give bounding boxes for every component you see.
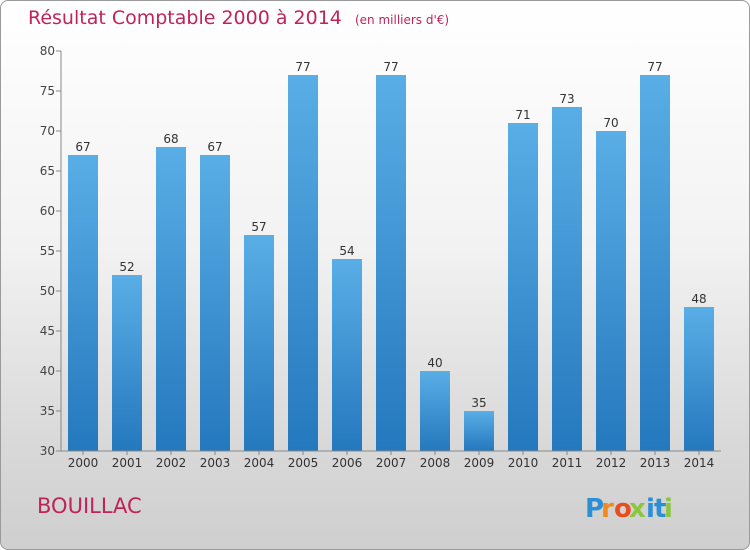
bar — [68, 155, 98, 451]
x-tick-label: 2008 — [420, 456, 451, 470]
bar — [552, 107, 582, 451]
logo-letter: P — [585, 494, 604, 524]
bar-value-label: 68 — [163, 132, 178, 146]
bar-value-label: 71 — [515, 108, 530, 122]
x-tick-label: 2006 — [332, 456, 363, 470]
bar-value-label: 48 — [691, 292, 706, 306]
y-tick-label: 35 — [40, 404, 55, 418]
bar-value-label: 70 — [603, 116, 618, 130]
x-tick-label: 2011 — [552, 456, 583, 470]
chart-subtitle: (en milliers d'€) — [354, 13, 450, 27]
x-tick-label: 2007 — [376, 456, 407, 470]
y-tick-label: 30 — [40, 444, 55, 458]
x-tick-label: 2013 — [640, 456, 671, 470]
bar — [288, 75, 318, 451]
y-tick-label: 70 — [40, 124, 55, 138]
y-tick-label: 40 — [40, 364, 55, 378]
commune-name: BOUILLAC — [37, 494, 142, 518]
bar-value-label: 67 — [207, 140, 222, 154]
bar-value-label: 40 — [427, 356, 442, 370]
logo-letter: t — [654, 494, 666, 524]
logo-letter: i — [664, 494, 673, 524]
bar-value-label: 77 — [647, 60, 662, 74]
x-axis: 2000 2001 2002 2003 2004 2005 2006 2007 2008 2009… — [61, 450, 721, 470]
y-tick-label: 75 — [40, 84, 55, 98]
x-tick-label: 2005 — [288, 456, 319, 470]
x-tick-label: 2003 — [200, 456, 231, 470]
bar — [112, 275, 142, 451]
x-tick-label: 2009 — [464, 456, 495, 470]
bar-value-label: 77 — [383, 60, 398, 74]
bar — [596, 131, 626, 451]
y-tick-label: 65 — [40, 164, 55, 178]
proxiti-logo-graphic: Pr ox i ti — [585, 494, 673, 524]
y-axis: 30 35 40 45 50 55 60 65 70 75 80 — [40, 44, 62, 458]
bar — [244, 235, 274, 451]
x-tick-label: 2010 — [508, 456, 539, 470]
bar-value-label: 54 — [339, 244, 354, 258]
x-tick-label: 2004 — [244, 456, 275, 470]
bar — [420, 371, 450, 451]
bar-value-label: 67 — [75, 140, 90, 154]
x-tick-label: 2014 — [684, 456, 715, 470]
x-tick-label: 2001 — [112, 456, 143, 470]
y-tick-label: 55 — [40, 244, 55, 258]
logo-letter: o — [614, 494, 632, 524]
title-row: Résultat Comptable 2000 à 2014 (en milli… — [28, 7, 449, 29]
logo-letter: r — [601, 494, 614, 524]
y-tick-label: 60 — [40, 204, 55, 218]
y-tick-label: 50 — [40, 284, 55, 298]
bar-value-label: 52 — [119, 260, 134, 274]
bars: 67 52 68 67 57 77 54 77 40 35 71 73 70 77 48 — [68, 60, 714, 451]
bar-value-label: 77 — [295, 60, 310, 74]
x-tick-label: 2002 — [156, 456, 187, 470]
chart-title: Résultat Comptable 2000 à 2014 — [28, 7, 342, 29]
x-tick-label: 2012 — [596, 456, 627, 470]
bar-value-label: 57 — [251, 220, 266, 234]
bar — [200, 155, 230, 451]
bar-value-label: 73 — [559, 92, 574, 106]
bar — [508, 123, 538, 451]
bar — [640, 75, 670, 451]
y-tick-label: 80 — [40, 44, 55, 58]
bar — [156, 147, 186, 451]
y-tick-label: 45 — [40, 324, 55, 338]
bar — [684, 307, 714, 451]
bar-value-label: 35 — [471, 396, 486, 410]
bar — [376, 75, 406, 451]
bar — [332, 259, 362, 451]
bar — [464, 411, 494, 451]
logo-letter: i — [646, 494, 655, 524]
x-tick-label: 2000 — [68, 456, 99, 470]
logo-letter: x — [629, 494, 646, 524]
